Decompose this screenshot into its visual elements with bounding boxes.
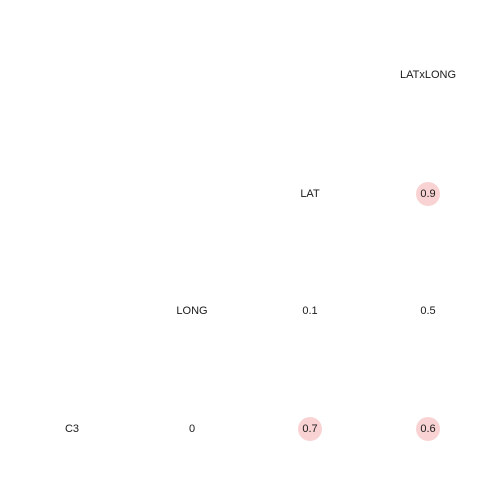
cell-value-lat-long: 0.1: [302, 305, 317, 317]
variable-label-latxlong: LATxLONG: [400, 69, 456, 81]
cell-value-lat-c3: 0.7: [302, 423, 317, 435]
variable-label-c3: C3: [65, 423, 79, 435]
variable-label-lat: LAT: [300, 188, 320, 200]
cell-value-latxlong-c3: 0.6: [420, 423, 435, 435]
variable-label-long: LONG: [176, 305, 207, 317]
highlight-circle-latxlong-c3: [416, 417, 440, 441]
highlight-circle-latxlong-lat: [416, 182, 440, 206]
highlight-circle-lat-c3: [298, 417, 322, 441]
cell-value-latxlong-lat: 0.9: [420, 188, 435, 200]
cell-value-latxlong-long: 0.5: [420, 305, 435, 317]
cell-value-long-c3: 0: [189, 423, 195, 435]
